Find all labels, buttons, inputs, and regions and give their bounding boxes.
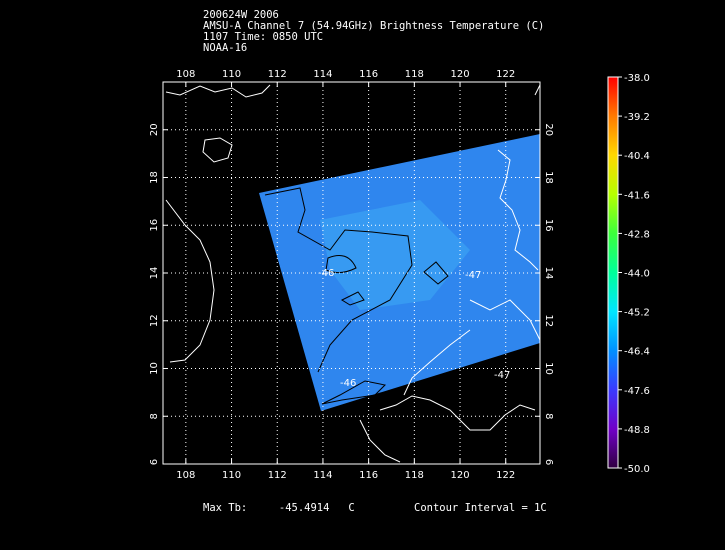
header-block: 200624W 2006 AMSU-A Channel 7 (54.94GHz) … (203, 10, 544, 54)
colorbar-label: -39.2 (624, 112, 650, 123)
contour-interval: Contour Interval = 1C (414, 502, 547, 514)
lat-tick-label-right: 14 (543, 267, 554, 280)
contour-line (325, 255, 357, 274)
time-title: 1107 Time: 0850 UTC (203, 31, 324, 43)
lat-tick-label-left: 10 (149, 362, 160, 375)
lat-tick-label-right: 10 (543, 362, 554, 375)
contour-lines (264, 187, 540, 405)
coast-hainan (202, 137, 233, 163)
contour-line (321, 380, 387, 405)
lon-tick-label-bottom: 118 (405, 470, 424, 481)
storm-id-title: 200624W 2006 (203, 9, 279, 21)
coast-vietnam (165, 199, 215, 363)
lon-tick-label-top: 122 (496, 69, 515, 80)
lon-tick-label-top: 116 (359, 69, 378, 80)
colorbar-label: -40.4 (624, 151, 650, 162)
coast-taiwan (534, 84, 540, 96)
coastlines (165, 84, 540, 463)
lon-tick-label-bottom: 122 (496, 470, 515, 481)
lon-tick-label-top: 108 (176, 69, 195, 80)
contour-label: -46 (318, 268, 334, 279)
coast-borneo-west (359, 419, 401, 463)
lat-tick-label-right: 16 (543, 219, 554, 232)
lon-tick-label-top: 112 (268, 69, 287, 80)
lon-tick-label-bottom: 112 (268, 470, 287, 481)
channel-title: AMSU-A Channel 7 (54.94GHz) Brightness T… (203, 20, 545, 32)
lat-tick-label-right: 18 (543, 171, 554, 184)
coast-philippines-south (469, 299, 540, 341)
contour-line (423, 261, 449, 285)
lon-tick-label-top: 120 (450, 69, 469, 80)
colorbar-label: -42.8 (624, 229, 650, 240)
colorbar-label: -48.8 (624, 425, 650, 436)
lon-tick-label-top: 114 (313, 69, 332, 80)
colorbar-label: -47.6 (624, 386, 650, 397)
colorbar-label: -46.4 (624, 347, 650, 358)
lon-tick-label-bottom: 120 (450, 470, 469, 481)
lon-tick-label-bottom: 108 (176, 470, 195, 481)
lat-tick-label-left: 16 (149, 219, 160, 232)
lat-tick-label-left: 20 (149, 123, 160, 136)
lon-tick-label-bottom: 116 (359, 470, 378, 481)
colorbar (607, 76, 619, 469)
lat-tick-label-left: 6 (149, 459, 160, 465)
satellite-title: NOAA-16 (203, 42, 248, 54)
contour-line (489, 355, 540, 376)
coast-china (165, 84, 271, 98)
contour-line (264, 187, 413, 373)
colorbar-label: -50.0 (624, 464, 650, 475)
max-tb-unit: C (348, 502, 355, 514)
contour-label: -47 (465, 270, 481, 281)
lat-tick-label-left: 14 (149, 267, 160, 280)
lat-tick-label-left: 12 (149, 314, 160, 327)
lat-tick-label-left: 18 (149, 171, 160, 184)
colorbar-label: -44.0 (624, 269, 650, 280)
colorbar-ticks: -38.0 -39.2 -40.4 -41.6 -42.8 -44.0 -45.2 -46.4… (618, 73, 650, 475)
lat-tick-label-right: 6 (543, 459, 554, 465)
max-tb-readout: Max Tb: -45.4914 C (203, 502, 355, 514)
coast-philippines-luzon (497, 149, 539, 271)
contour-label: -46 (340, 378, 356, 389)
lon-tick-label-top: 118 (405, 69, 424, 80)
lat-tick-label-left: 8 (149, 413, 160, 419)
lon-tick-label-bottom: 114 (313, 470, 332, 481)
max-tb-value: -45.4914 (278, 502, 330, 514)
lat-tick-label-right: 20 (543, 123, 554, 136)
coast-borneo (379, 395, 536, 431)
max-tb-label: Max Tb: (203, 502, 248, 514)
swath-light-band (320, 200, 470, 310)
contour-line (340, 291, 365, 306)
lon-tick-label-top: 110 (222, 69, 241, 80)
colorbar-label: -45.2 (624, 308, 650, 319)
contour-label: -47 (494, 370, 510, 381)
coast-palawan (403, 329, 471, 396)
axis-ticks: 1081081101101121121141141161161181181201… (149, 69, 554, 481)
colorbar-label: -41.6 (624, 190, 650, 201)
lat-tick-label-right: 12 (543, 314, 554, 327)
lat-tick-label-right: 8 (543, 413, 554, 419)
colorbar-label: -38.0 (624, 73, 650, 84)
lat-lon-grid (163, 82, 540, 464)
lon-tick-label-bottom: 110 (222, 470, 241, 481)
